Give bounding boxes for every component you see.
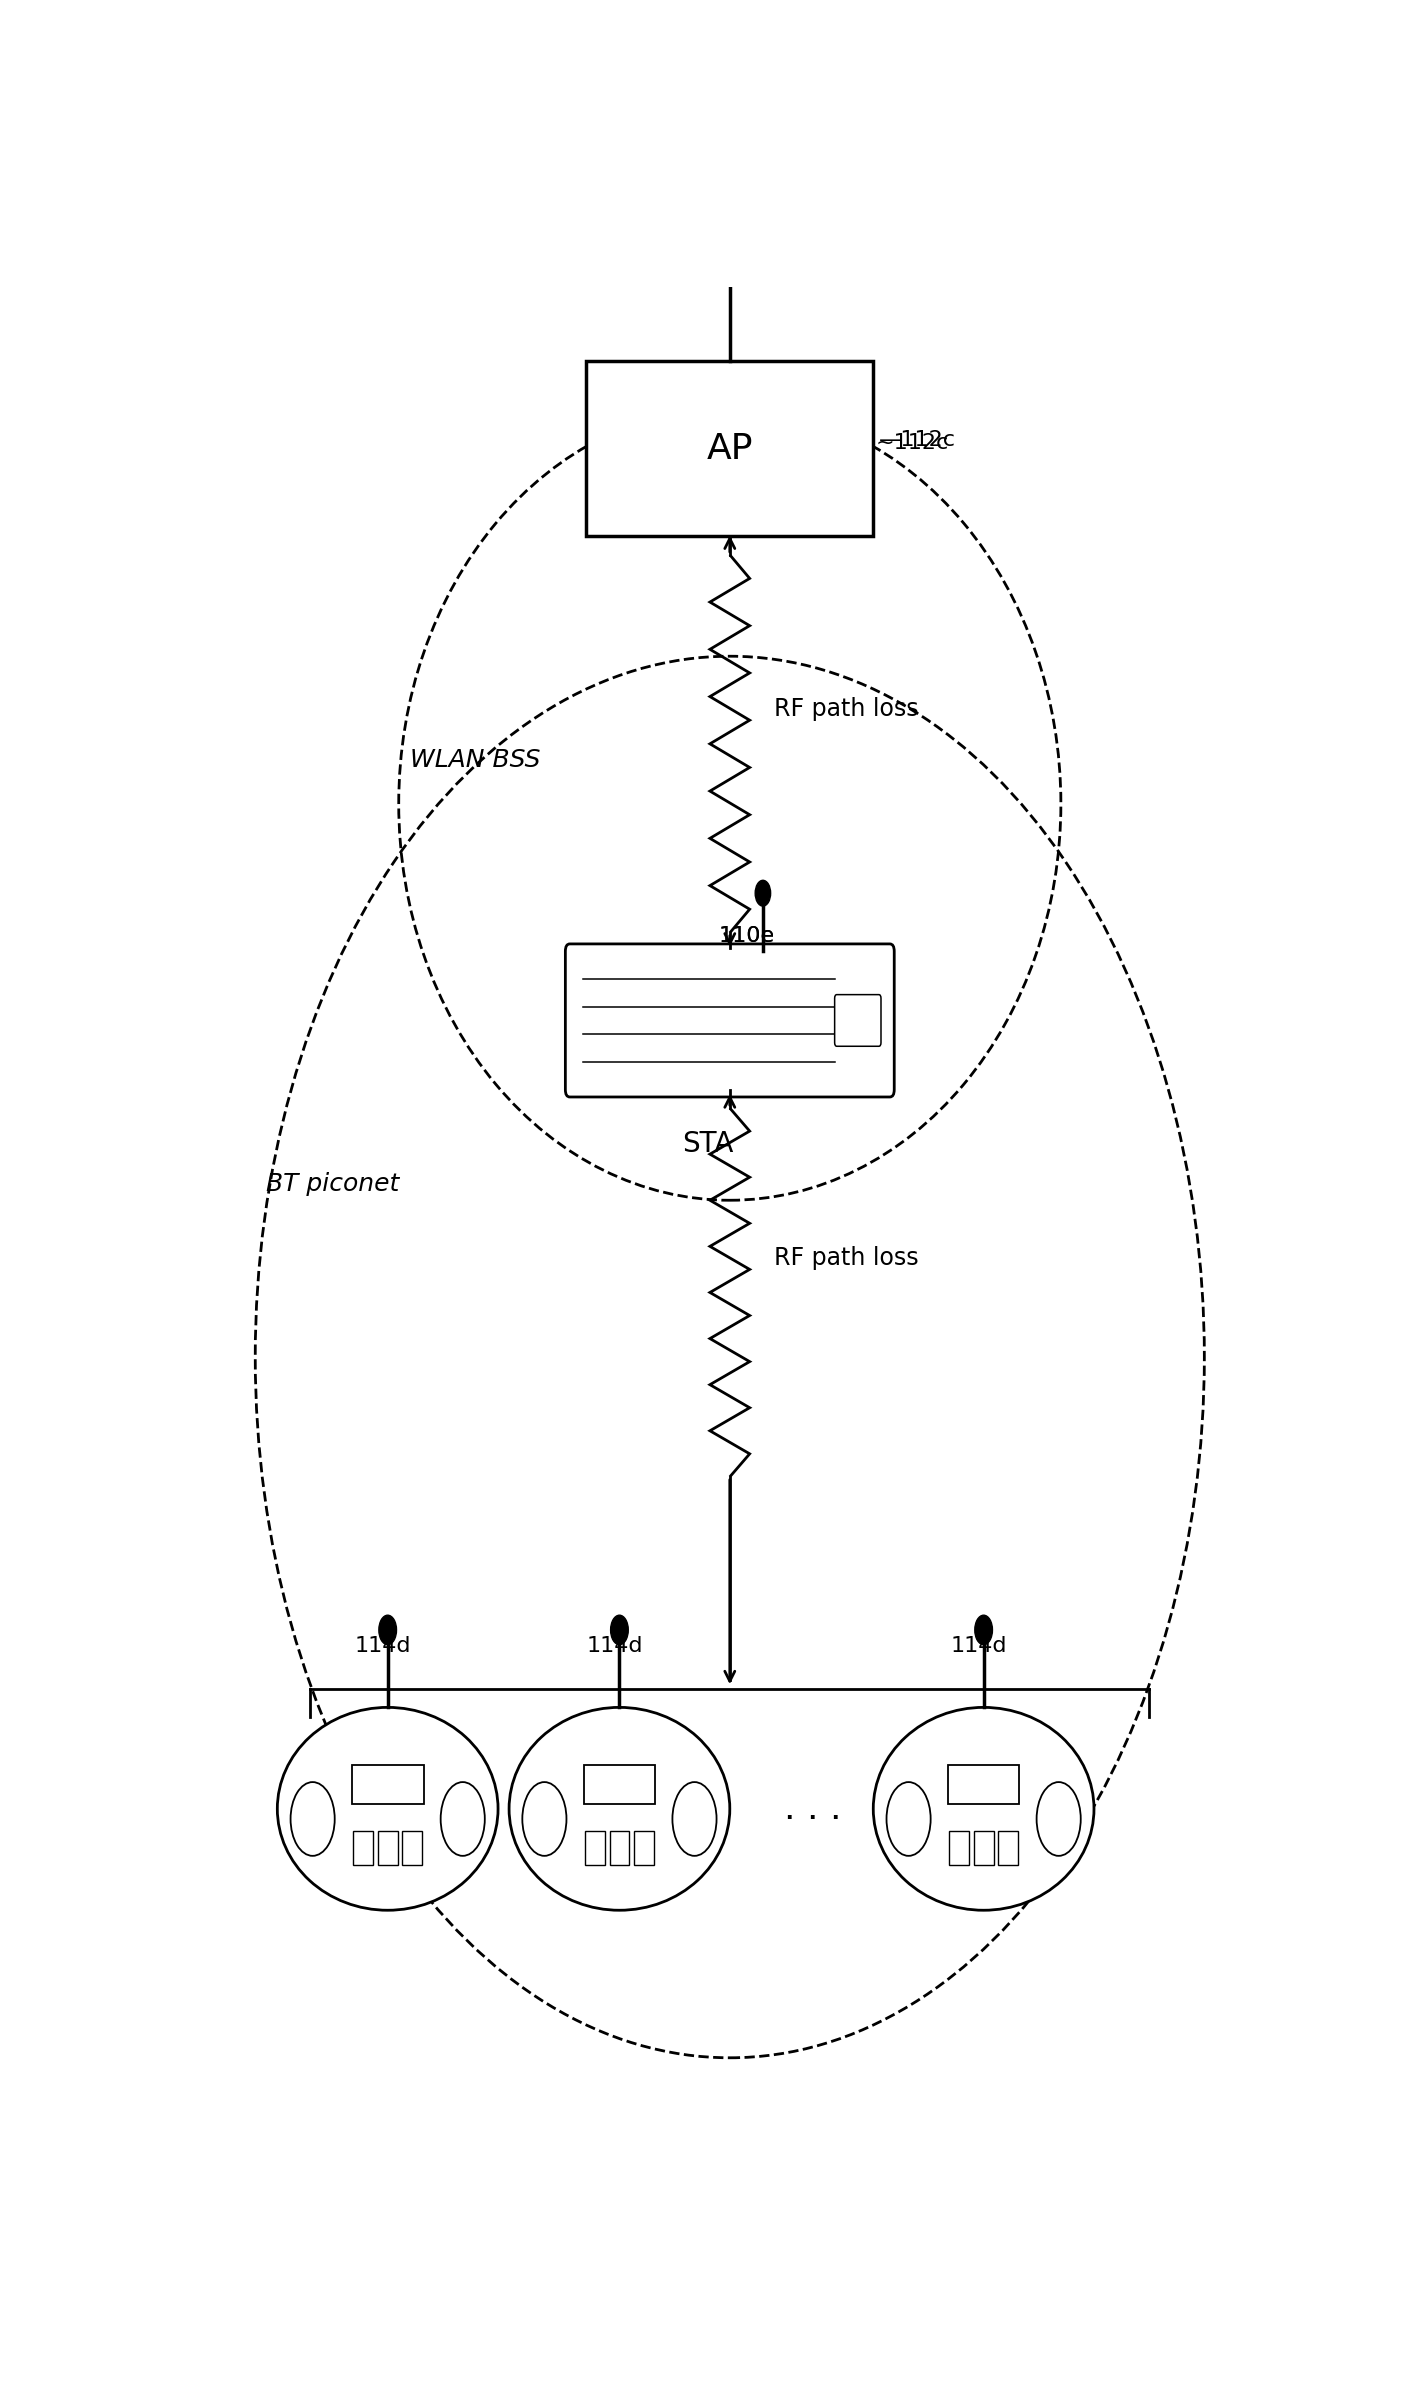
Text: ~112c: ~112c (876, 433, 948, 453)
Bar (584, 1765, 655, 1803)
Bar (352, 1765, 423, 1803)
Bar (377, 1832, 397, 1866)
Bar (998, 1832, 1018, 1866)
Ellipse shape (873, 1708, 1094, 1911)
Text: BT piconet: BT piconet (266, 1171, 400, 1195)
Text: RF path loss: RF path loss (775, 1245, 918, 1269)
Bar (353, 1832, 373, 1866)
Circle shape (887, 1782, 931, 1856)
Bar (587, 362, 873, 536)
Ellipse shape (278, 1708, 498, 1911)
Circle shape (523, 1782, 567, 1856)
Bar (585, 1832, 605, 1866)
Circle shape (721, 256, 739, 285)
Text: WLAN BSS: WLAN BSS (410, 747, 540, 771)
Circle shape (290, 1782, 335, 1856)
Circle shape (440, 1782, 484, 1856)
Text: 110e: 110e (719, 927, 775, 946)
Text: AP: AP (706, 431, 753, 465)
Text: 114d: 114d (587, 1636, 642, 1655)
Text: 114d: 114d (355, 1636, 412, 1655)
Circle shape (611, 1614, 628, 1645)
Text: —112c: —112c (879, 429, 956, 450)
Bar (609, 1832, 629, 1866)
Text: STA: STA (682, 1130, 733, 1159)
Bar (634, 1832, 654, 1866)
FancyBboxPatch shape (565, 944, 894, 1097)
Text: 114d: 114d (951, 1636, 1007, 1655)
Text: . . .: . . . (783, 1791, 842, 1825)
Text: RF path loss: RF path loss (775, 697, 918, 721)
Ellipse shape (510, 1708, 731, 1911)
Bar (950, 1832, 970, 1866)
Circle shape (755, 881, 770, 905)
Bar (948, 1765, 1020, 1803)
Bar (974, 1832, 994, 1866)
Circle shape (379, 1614, 396, 1645)
Bar (402, 1832, 422, 1866)
Circle shape (672, 1782, 716, 1856)
Circle shape (1037, 1782, 1081, 1856)
FancyBboxPatch shape (834, 994, 881, 1047)
Text: 110e: 110e (719, 927, 775, 946)
Circle shape (975, 1614, 993, 1645)
